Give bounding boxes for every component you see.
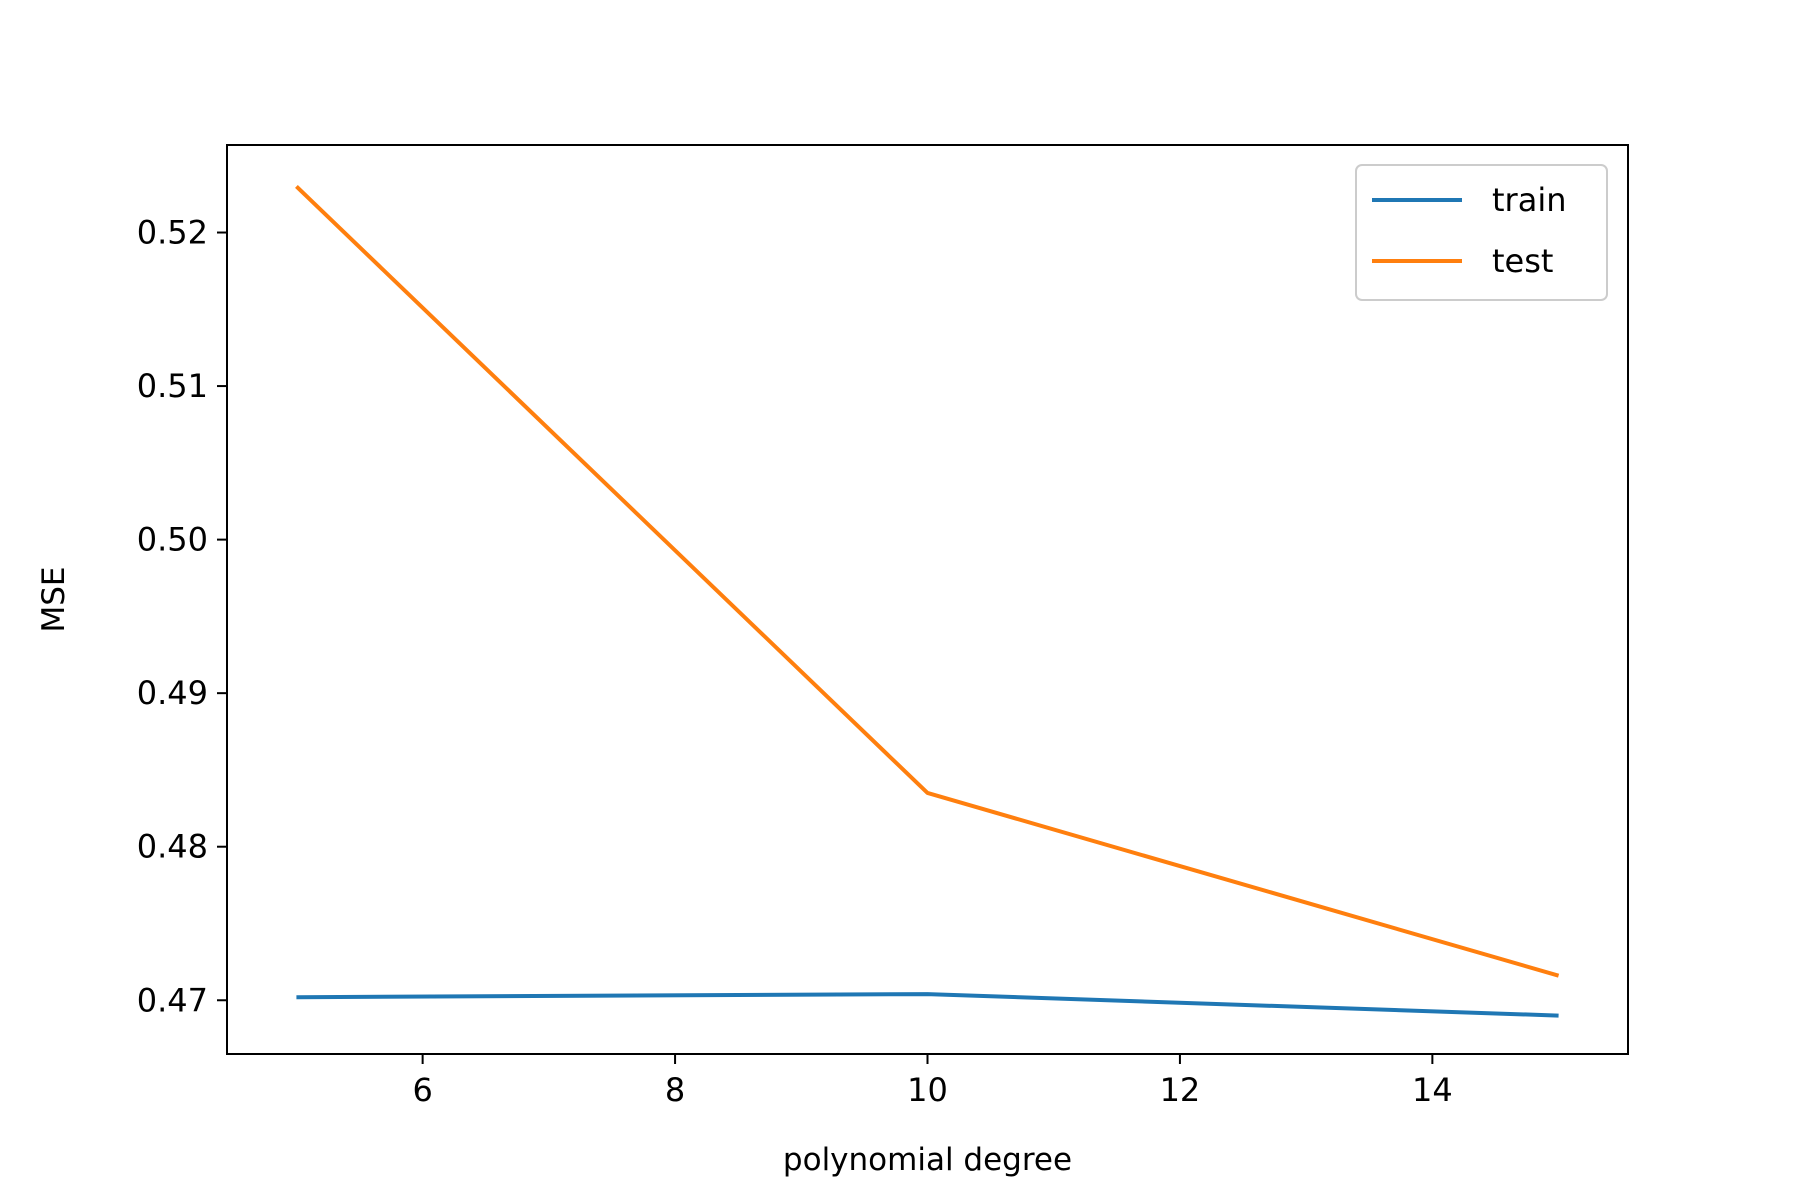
x-tick-label: 14 xyxy=(1412,1071,1453,1109)
legend-label-test: test xyxy=(1492,242,1553,280)
series-line-test xyxy=(295,185,1560,978)
legend-box xyxy=(1355,164,1608,301)
x-tick-label: 6 xyxy=(412,1071,432,1109)
legend: train test xyxy=(1355,164,1608,301)
y-tick-label: 0.50 xyxy=(137,521,208,559)
series-line-train xyxy=(296,992,1559,1018)
y-axis: 0.47 0.48 0.49 0.50 0.51 0.52 xyxy=(137,214,227,1019)
y-axis-label: MSE xyxy=(36,566,72,632)
legend-label-train: train xyxy=(1492,181,1566,219)
y-tick-label: 0.48 xyxy=(137,828,208,866)
y-tick-label: 0.47 xyxy=(137,981,208,1019)
x-axis-label: polynomial degree xyxy=(783,1142,1072,1178)
x-tick-label: 12 xyxy=(1160,1071,1201,1109)
x-axis: 6 8 10 12 14 xyxy=(412,1054,1453,1109)
y-tick-label: 0.51 xyxy=(137,367,208,405)
y-tick-label: 0.49 xyxy=(137,674,208,712)
x-tick-label: 8 xyxy=(665,1071,685,1109)
x-tick-label: 10 xyxy=(907,1071,948,1109)
y-tick-label: 0.52 xyxy=(137,214,208,252)
